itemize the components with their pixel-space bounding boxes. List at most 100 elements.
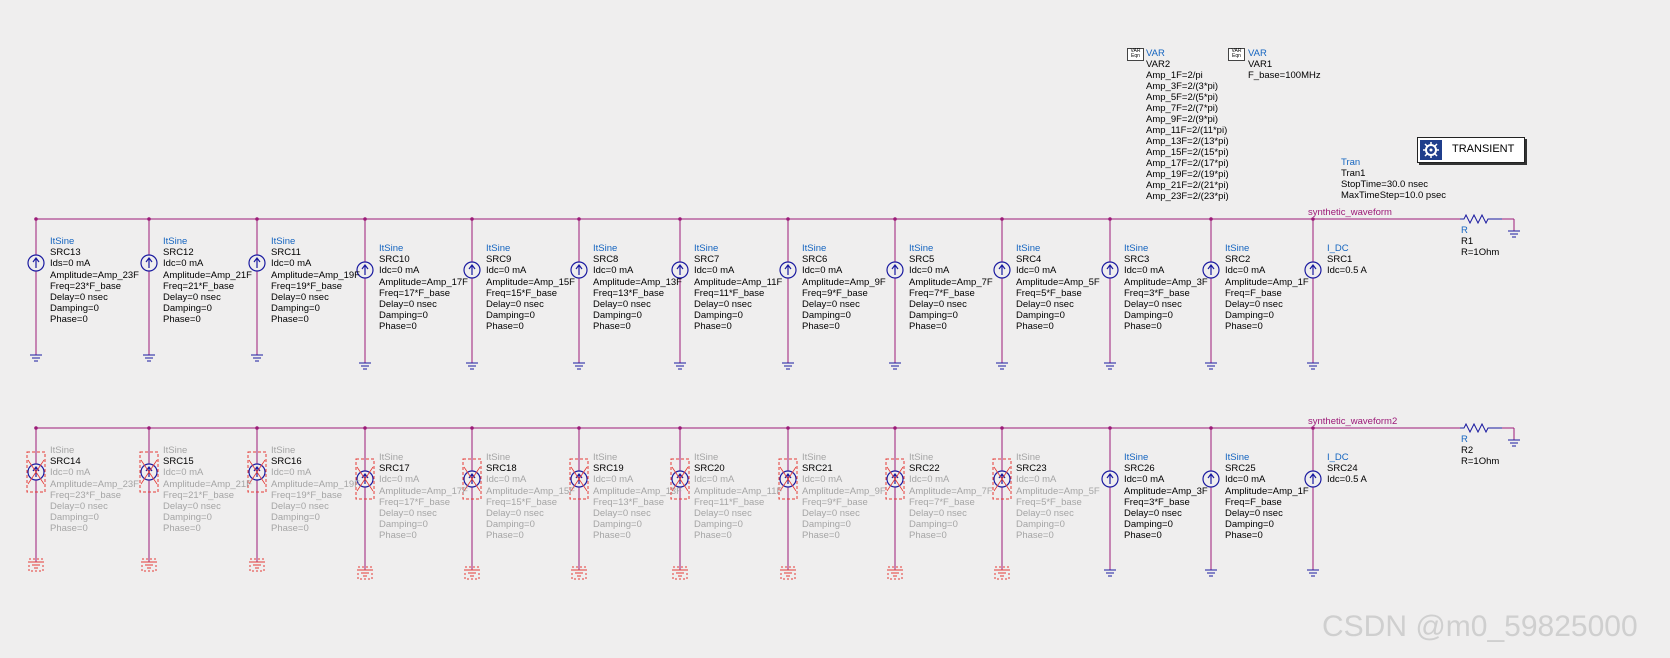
- disabled-cross: [463, 466, 481, 492]
- component-param: Delay=0 nsec: [271, 501, 329, 513]
- junction-dot: [1108, 426, 1112, 430]
- disabled-marker: [887, 566, 903, 580]
- var2-instance: VAR2: [1146, 59, 1171, 70]
- var2-equation-line: Amp_9F=2/(9*pi): [1146, 114, 1219, 125]
- component-param: Amplitude=Amp_3F: [1124, 276, 1208, 288]
- r2-instance: R2: [1461, 445, 1474, 456]
- component-param: Idc=0 mA: [909, 474, 950, 486]
- junction-dot: [255, 426, 259, 430]
- junction-dot: [1108, 217, 1112, 221]
- var2-equation-line: Amp_5F=2/(5*pi): [1146, 92, 1219, 103]
- component-param: SRC17: [379, 463, 410, 475]
- component-param: Phase=0: [379, 530, 417, 542]
- disabled-marker: [778, 458, 798, 500]
- component-param: Amplitude=Amp_3F: [1124, 485, 1208, 497]
- component-param: Delay=0 nsec: [1225, 299, 1283, 311]
- component-param: Damping=0: [486, 519, 535, 531]
- component-param: Damping=0: [379, 310, 428, 322]
- component-param: Amplitude=Amp_11F: [694, 276, 783, 288]
- arrow-icon: [1207, 264, 1215, 275]
- component-src2-label[interactable]: ItSine SRC2 Idc=0 mA Amplitude=Amp_1F Freq=F…: [1225, 243, 1309, 333]
- component-src9-label[interactable]: ItSine SRC9 Idc=0 mA Amplitude=Amp_15F Freq=…: [486, 243, 575, 333]
- component-param: Damping=0: [163, 303, 212, 315]
- component-param: SRC23: [1016, 463, 1047, 475]
- arrow-icon: [676, 264, 684, 275]
- component-src24-label[interactable]: I_DC SRC24 Idc=0.5 A: [1327, 452, 1367, 486]
- component-param: Phase=0: [909, 530, 947, 542]
- component-param: Phase=0: [271, 314, 309, 326]
- component-src12-label[interactable]: ItSine SRC12 Idc=0 mA Amplitude=Amp_21F Freq…: [163, 236, 252, 326]
- component-param: Amplitude=Amp_9F: [802, 276, 886, 288]
- disabled-marker: [670, 458, 690, 500]
- junction-dot: [34, 426, 38, 430]
- disabled-cross: [27, 459, 45, 485]
- component-param: SRC16: [271, 456, 302, 468]
- arrow-icon: [145, 257, 153, 268]
- component-param: Delay=0 nsec: [694, 508, 752, 520]
- component-src25-label[interactable]: ItSine SRC25 Idc=0 mA Amplitude=Amp_1F Freq=…: [1225, 452, 1309, 542]
- component-param: Idc=0 mA: [1225, 265, 1266, 277]
- component-param: Freq=21*F_base: [163, 489, 235, 501]
- component-src7-label[interactable]: ItSine SRC7 Idc=0 mA Amplitude=Amp_11F Freq=…: [694, 243, 782, 333]
- component-param: ItSine: [271, 445, 296, 456]
- component-param: Freq=7*F_base: [909, 287, 975, 299]
- transient-gear-icon: [1420, 140, 1442, 160]
- component-param: Amplitude=Amp_13F: [593, 276, 682, 288]
- component-src16-label[interactable]: ItSine SRC16 Idc=0 mA Amplitude=Amp_19F Freq…: [271, 445, 360, 535]
- component-src23-label[interactable]: ItSine SRC23 Idc=0 mA Amplitude=Amp_5F Freq=…: [1016, 452, 1100, 542]
- component-param: Delay=0 nsec: [593, 299, 651, 311]
- component-param: Idc=0.5 A: [1327, 474, 1367, 486]
- component-param: Freq=9*F_base: [802, 287, 868, 299]
- component-param: Idc=0 mA: [1016, 265, 1057, 277]
- net-label-synthetic-waveform2[interactable]: synthetic_waveform2: [1308, 416, 1398, 427]
- var2-equation-icon[interactable]: VAR Eqn: [1127, 48, 1144, 61]
- junction-dot: [678, 217, 682, 221]
- resistor-r1-label[interactable]: R R1 R=1Ohm: [1461, 225, 1499, 258]
- component-src1-label[interactable]: I_DC SRC1 Idc=0.5 A: [1327, 243, 1367, 277]
- component-src5-label[interactable]: ItSine SRC5 Idc=0 mA Amplitude=Amp_7F Freq=7…: [909, 243, 993, 333]
- component-src8-label[interactable]: ItSine SRC8 Idc=0 mA Amplitude=Amp_13F Freq=…: [593, 243, 682, 333]
- disabled-marker: [992, 458, 1012, 500]
- component-param: Delay=0 nsec: [163, 501, 221, 513]
- disabled-marker: [994, 566, 1010, 580]
- component-src4-label[interactable]: ItSine SRC4 Idc=0 mA Amplitude=Amp_5F Freq=5…: [1016, 243, 1100, 333]
- transient-simulation-box[interactable]: TRANSIENT: [1417, 137, 1525, 163]
- var2-equation-line: Amp_19F=2/(19*pi): [1146, 169, 1229, 180]
- component-src19-label[interactable]: ItSine SRC19 Idc=0 mA Amplitude=Amp_13F Freq…: [593, 452, 682, 542]
- component-param: Amplitude=Amp_13F: [593, 485, 682, 497]
- net-label-synthetic-waveform[interactable]: synthetic_waveform: [1308, 207, 1392, 218]
- tran-params: Tran Tran1 StopTime=30.0 nsec MaxTimeSte…: [1341, 157, 1446, 201]
- component-src11-label[interactable]: ItSine SRC11 Idc=0 mA Amplitude=Amp_19F Freq…: [271, 236, 360, 326]
- component-src3-label[interactable]: ItSine SRC3 Idc=0 mA Amplitude=Amp_3F Freq=3…: [1124, 243, 1208, 333]
- component-src15-label[interactable]: ItSine SRC15 Idc=0 mA Amplitude=Amp_21F Freq…: [163, 445, 252, 535]
- component-src17-label[interactable]: ItSine SRC17 Idc=0 mA Amplitude=Amp_17F Freq…: [379, 452, 468, 542]
- component-src18-label[interactable]: ItSine SRC18 Idc=0 mA Amplitude=Amp_15F Freq…: [486, 452, 575, 542]
- component-param: Idc=0 mA: [271, 467, 312, 479]
- component-src13-label[interactable]: ItSine SRC13 Ids=0 mA Amplitude=Amp_23F Freq…: [50, 236, 139, 326]
- component-src26-label[interactable]: ItSine SRC26 Idc=0 mA Amplitude=Amp_3F Freq=…: [1124, 452, 1208, 542]
- component-src14-label[interactable]: ItSine SRC14 Idc=0 mA Amplitude=Amp_23F Freq…: [50, 445, 139, 535]
- component-param: Damping=0: [802, 519, 851, 531]
- var2-block[interactable]: VAR VAR2 Amp_1F=2/pi Amp_3F=2/(3*pi) Amp_5…: [1146, 48, 1229, 202]
- component-param: Delay=0 nsec: [694, 299, 752, 311]
- component-src21-label[interactable]: ItSine SRC21 Idc=0 mA Amplitude=Amp_9F Freq=…: [802, 452, 886, 542]
- component-src20-label[interactable]: ItSine SRC20 Idc=0 mA Amplitude=Amp_11F Freq…: [694, 452, 782, 542]
- component-src22-label[interactable]: ItSine SRC22 Idc=0 mA Amplitude=Amp_7F Freq=…: [909, 452, 993, 542]
- disabled-cross: [356, 466, 374, 492]
- component-param: SRC14: [50, 456, 81, 468]
- arrow-icon: [1309, 264, 1317, 275]
- resistor-r2-label[interactable]: R R2 R=1Ohm: [1461, 434, 1499, 467]
- component-param: ItSine: [1225, 452, 1250, 463]
- var1-equation-icon[interactable]: VAR Eqn: [1228, 48, 1245, 61]
- component-param: Amplitude=Amp_15F: [486, 276, 575, 288]
- component-param: SRC21: [802, 463, 833, 475]
- var1-block[interactable]: VAR VAR1 F_base=100MHz: [1248, 48, 1321, 81]
- component-src10-label[interactable]: ItSine SRC10 Idc=0 mA Amplitude=Amp_17F Freq…: [379, 243, 468, 333]
- arrow-icon: [998, 264, 1006, 275]
- component-param: Idc=0 mA: [379, 265, 420, 277]
- var2-equation-line: Amp_3F=2/(3*pi): [1146, 81, 1219, 92]
- arrow-icon: [361, 264, 369, 275]
- resistor-symbol: [1460, 422, 1502, 434]
- component-src6-label[interactable]: ItSine SRC6 Idc=0 mA Amplitude=Amp_9F Freq=9…: [802, 243, 886, 333]
